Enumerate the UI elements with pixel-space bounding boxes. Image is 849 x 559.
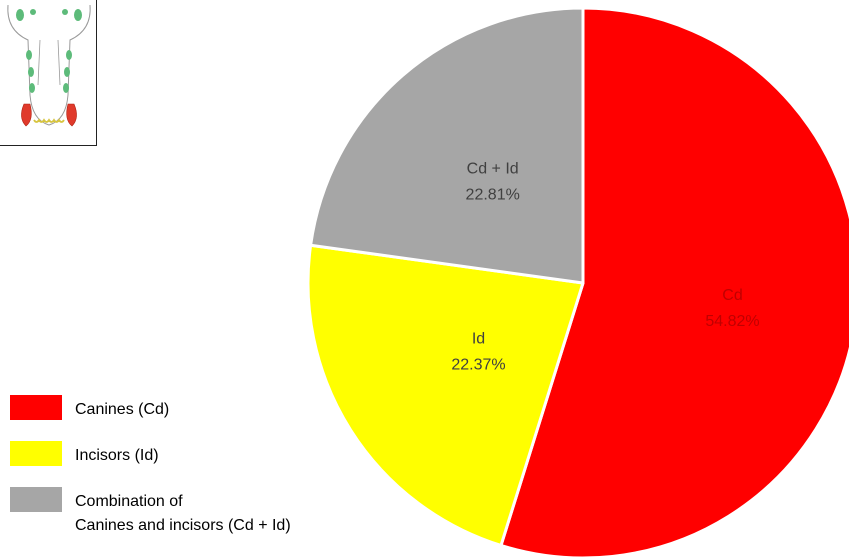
legend-label-incisors: Incisors (Id) xyxy=(75,447,159,464)
teeth-diagram-inset xyxy=(0,0,97,146)
slice-label-id: Id xyxy=(472,330,485,347)
legend-label-combination-line-1: Combination of xyxy=(75,493,183,510)
legend-swatch-incisors xyxy=(10,441,62,466)
slice-value-cd: 54.82% xyxy=(705,313,759,330)
legend-label-canines: Canines (Cd) xyxy=(75,401,170,418)
pie-slice-id xyxy=(306,243,585,547)
legend-label-combination: Combination of Canines and incisors (Cd … xyxy=(75,490,291,538)
legend-item-incisors: Incisors (Id) xyxy=(10,441,370,487)
pie-slice-cd-id xyxy=(309,6,585,285)
slice-value-id: 22.37% xyxy=(451,356,505,373)
legend-swatch-canines xyxy=(10,395,62,420)
pie-slice-cd xyxy=(499,6,849,559)
legend: Canines (Cd) Incisors (Id) Combination o… xyxy=(10,395,370,534)
legend-item-combination: Combination of Canines and incisors (Cd … xyxy=(10,487,370,534)
slice-label-cd-id: Cd + Id xyxy=(467,160,519,177)
legend-swatch-combination xyxy=(10,487,62,512)
legend-item-canines: Canines (Cd) xyxy=(10,395,370,441)
teeth-diagram-icon xyxy=(7,4,91,127)
legend-label-combination-line-2: Canines and incisors (Cd + Id) xyxy=(75,517,291,534)
slice-value-cd-id: 22.81% xyxy=(466,186,520,203)
slice-label-cd: Cd xyxy=(722,287,742,304)
